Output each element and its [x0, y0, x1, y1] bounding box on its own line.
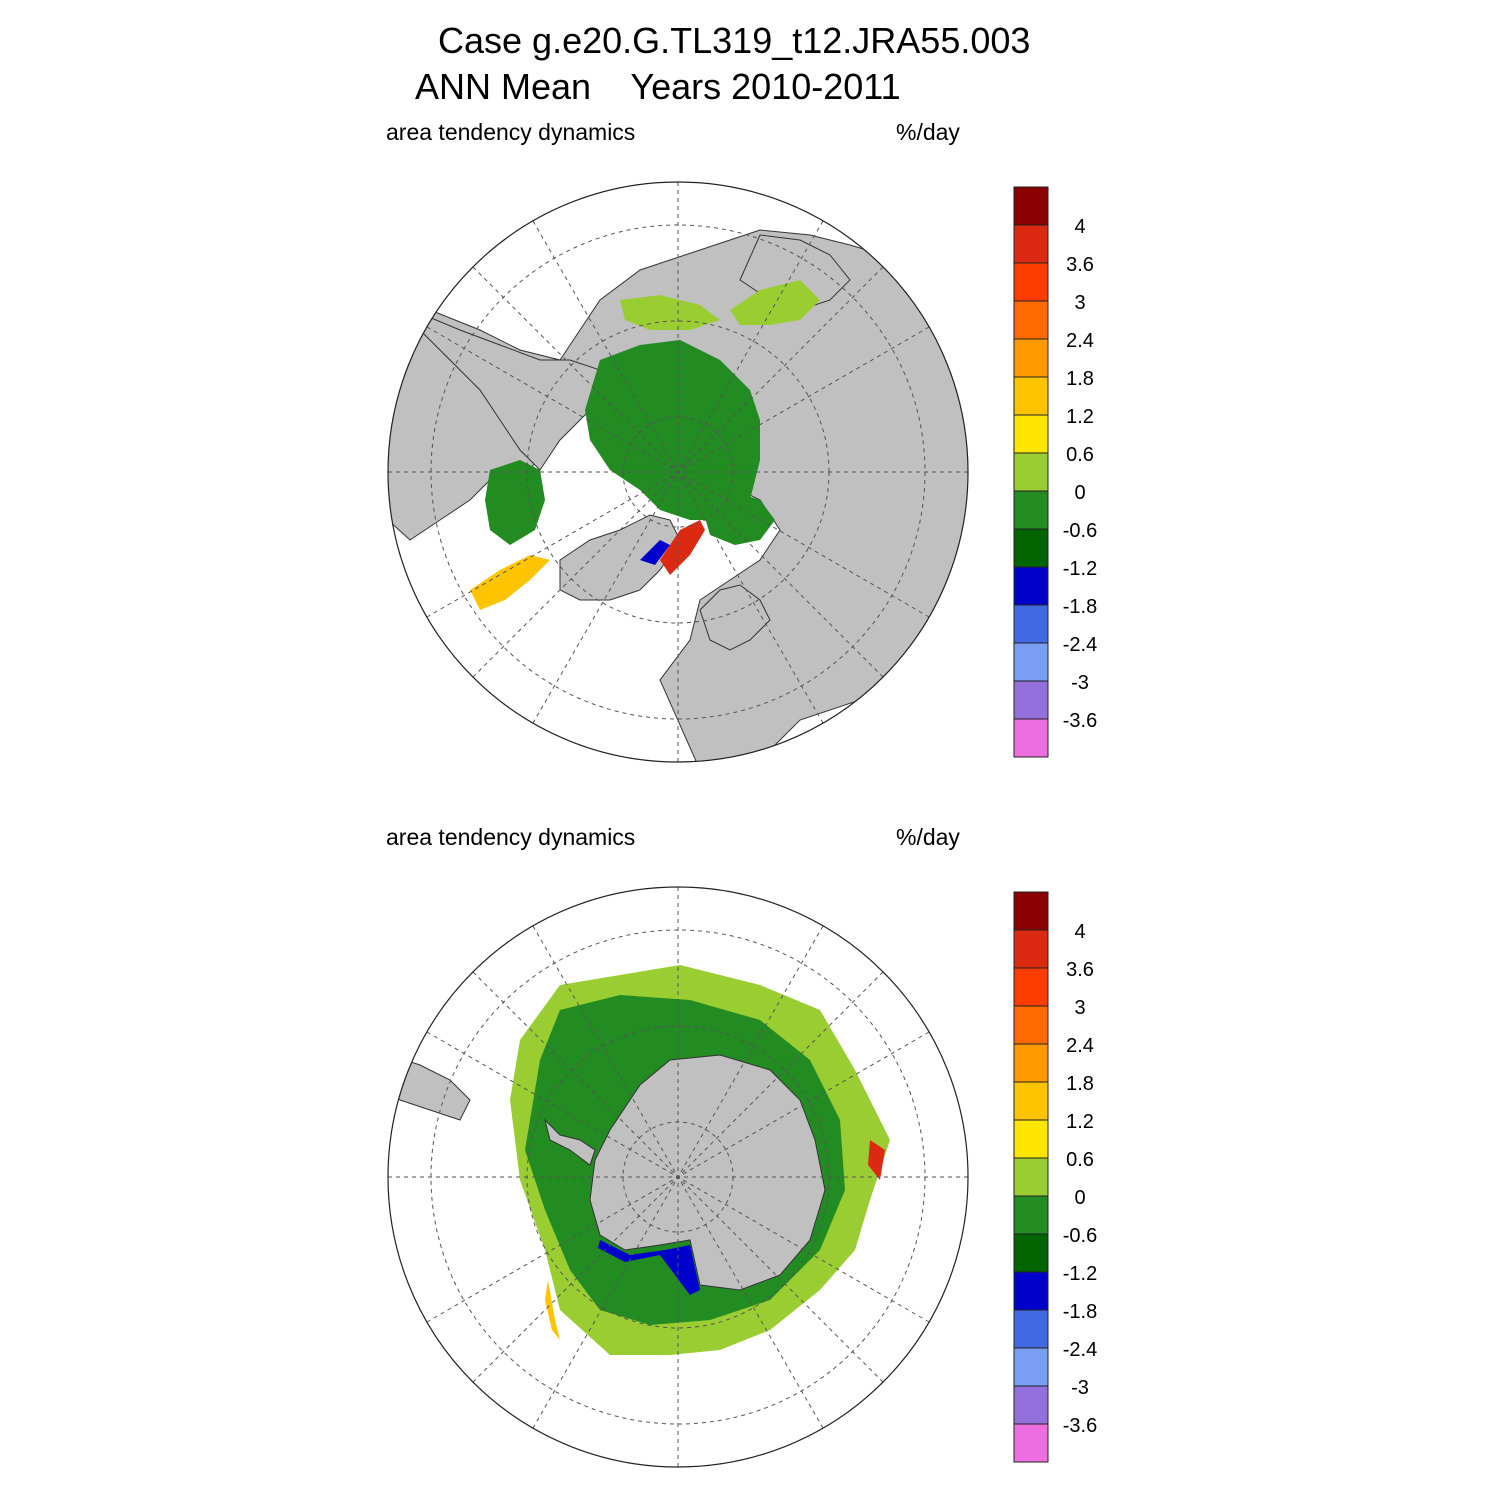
north-sea-ice-hudson	[485, 460, 545, 545]
south-colorbar-swatch	[1013, 891, 1049, 931]
north-colorbar-swatch	[1013, 528, 1049, 568]
south-colorbar-tick-label: 1.8	[1066, 1073, 1094, 1095]
north-colorbar-swatch	[1013, 224, 1049, 264]
south-land-peninsula	[544, 1118, 596, 1166]
north-ice-edge-fram	[640, 540, 670, 565]
figure-title-case: Case g.e20.G.TL319_t12.JRA55.003	[438, 20, 1031, 61]
north-colorbar-tick-label: 0.6	[1066, 444, 1094, 466]
north-colorbar-swatch	[1013, 376, 1049, 416]
south-colorbar-tick-label: 3	[1074, 997, 1085, 1019]
north-colorbar-swatch	[1013, 338, 1049, 378]
figure-title-period: ANN Mean Years 2010-2011	[415, 66, 901, 107]
north-sea-ice-okhotsk	[730, 280, 820, 325]
south-colorbar-tick-label: -2.4	[1063, 1339, 1097, 1361]
north-colorbar-tick-label: 0	[1074, 482, 1085, 504]
north-sea-ice-barents	[700, 490, 775, 545]
south-colorbar-swatch	[1013, 1043, 1049, 1083]
north-sea-ice-central-arctic	[585, 340, 760, 520]
north-colorbar-tick-label: -1.8	[1063, 596, 1097, 618]
north-colorbar-tick-label: 3	[1074, 292, 1085, 314]
south-colorbar-tick-label: -1.2	[1063, 1263, 1097, 1285]
south-colorbar-tick-label: 0.6	[1066, 1149, 1094, 1171]
south-ice-edge-indian-sector	[868, 1140, 885, 1180]
north-colorbar-tick-label: -1.2	[1063, 558, 1097, 580]
north-colorbar-swatch	[1013, 642, 1049, 682]
north-colorbar-swatch	[1013, 718, 1049, 758]
south-panel-variable-label: area tendency dynamics	[386, 824, 636, 850]
north-ice-edge-greenland-sea	[660, 520, 705, 575]
south-land-antarctica	[589, 1054, 826, 1291]
north-colorbar-swatch	[1013, 186, 1049, 226]
north-colorbar-swatch	[1013, 680, 1049, 720]
south-colorbar-tick-label: 4	[1074, 921, 1085, 943]
north-colorbar-tick-label: 1.8	[1066, 368, 1094, 390]
north-colorbar: 4 3.6 3 2.4 1.8 1.2 0.6 0 -0.6 -1.2 -1.8 -2.4 -3 -3.6	[1013, 186, 1097, 758]
south-colorbar-swatch	[1013, 1081, 1049, 1121]
south-colorbar-swatch	[1013, 1119, 1049, 1159]
south-colorbar-swatch	[1013, 1347, 1049, 1387]
north-colorbar-tick-label: 4	[1074, 216, 1085, 238]
north-panel-units-label: %/day	[896, 119, 960, 145]
north-colorbar-swatch	[1013, 604, 1049, 644]
south-colorbar-swatch	[1013, 1385, 1049, 1425]
north-graticule	[388, 182, 968, 762]
south-ice-coastal-negative	[598, 1240, 700, 1295]
south-colorbar-swatch	[1013, 929, 1049, 969]
north-land-north-america	[388, 299, 621, 471]
south-colorbar-swatch	[1013, 967, 1049, 1007]
north-colorbar-tick-label: 1.2	[1066, 406, 1094, 428]
north-colorbar-swatch	[1013, 452, 1049, 492]
north-colorbar-tick-label: 2.4	[1066, 330, 1094, 352]
south-colorbar-swatch	[1013, 1271, 1049, 1311]
south-polar-map	[387, 886, 969, 1468]
north-panel-variable-label: area tendency dynamics	[386, 119, 636, 145]
south-colorbar-swatch	[1013, 1195, 1049, 1235]
north-sea-ice-bering	[620, 295, 720, 330]
south-colorbar-tick-label: -3	[1071, 1377, 1089, 1399]
north-colorbar-tick-label: -3.6	[1063, 710, 1097, 732]
south-colorbar-tick-label: 0	[1074, 1187, 1085, 1209]
south-colorbar-tick-label: 2.4	[1066, 1035, 1094, 1057]
north-colorbar-swatch	[1013, 262, 1049, 302]
north-colorbar-tick-label: -0.6	[1063, 520, 1097, 542]
south-colorbar-tick-label: -0.6	[1063, 1225, 1097, 1247]
north-ice-edge-labrador	[470, 555, 550, 610]
south-colorbar-tick-label: -3.6	[1063, 1415, 1097, 1437]
south-colorbar-swatch	[1013, 1157, 1049, 1197]
south-colorbar-tick-label: -1.8	[1063, 1301, 1097, 1323]
north-colorbar-tick-label: -3	[1071, 672, 1089, 694]
north-colorbar-swatch	[1013, 414, 1049, 454]
north-colorbar-swatch	[1013, 490, 1049, 530]
north-colorbar-swatch	[1013, 300, 1049, 340]
south-colorbar-tick-label: 3.6	[1066, 959, 1094, 981]
north-colorbar-tick-label: 3.6	[1066, 254, 1094, 276]
south-colorbar-tick-label: 1.2	[1066, 1111, 1094, 1133]
north-colorbar-tick-label: -2.4	[1063, 634, 1097, 656]
south-colorbar-swatch	[1013, 1005, 1049, 1045]
north-colorbar-swatch	[1013, 566, 1049, 606]
north-land-scandinavia	[699, 584, 771, 651]
north-polar-map	[387, 181, 969, 763]
south-graticule	[388, 887, 968, 1467]
south-colorbar-swatch	[1013, 1309, 1049, 1349]
south-colorbar: 4 3.6 3 2.4 1.8 1.2 0.6 0 -0.6 -1.2 -1.8 -2.4 -3 -3.6	[1013, 891, 1097, 1463]
south-map-border	[387, 886, 969, 1468]
south-colorbar-swatch	[1013, 1423, 1049, 1463]
south-colorbar-swatch	[1013, 1233, 1049, 1273]
south-ice-edge-weddell	[545, 1280, 560, 1340]
south-panel-units-label: %/day	[896, 824, 960, 850]
north-map-border	[387, 181, 969, 763]
